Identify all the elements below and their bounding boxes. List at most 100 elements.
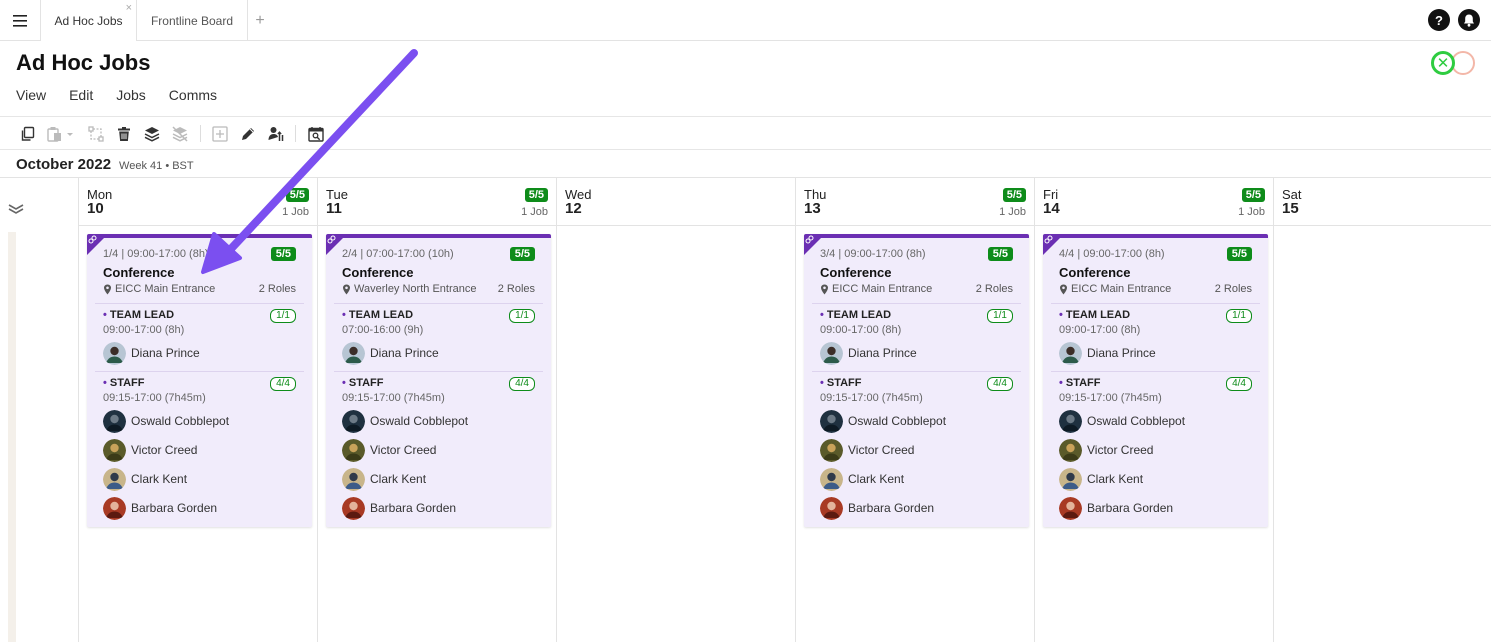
- person-row[interactable]: Victor Creed: [1059, 438, 1153, 462]
- link-button[interactable]: [87, 125, 105, 143]
- job-card[interactable]: 2/4 | 07:00-17:00 (10h) 5/5 Conference W…: [326, 234, 551, 527]
- role-count: 2 Roles: [258, 283, 296, 295]
- tab-frontline-board[interactable]: Frontline Board: [137, 0, 248, 41]
- person-row[interactable]: Clark Kent: [103, 467, 187, 491]
- add-icon: [212, 126, 228, 142]
- person-row[interactable]: Victor Creed: [342, 438, 436, 462]
- menu-button[interactable]: [0, 0, 41, 41]
- person-name: Barbara Gorden: [131, 501, 218, 515]
- role-title: • STAFF: [103, 377, 145, 389]
- person-row[interactable]: Barbara Gorden: [103, 496, 217, 520]
- day-column-sat[interactable]: Sat 15: [1274, 178, 1491, 642]
- map-pin-icon: [821, 284, 828, 294]
- job-count: 1 Job: [521, 206, 548, 218]
- day-column-thu[interactable]: Thu 13 5/5 1 Job 3/4 | 09:00-17:00 (8h) …: [796, 178, 1035, 642]
- calendar-search-button[interactable]: [307, 125, 325, 143]
- role-count: 2 Roles: [497, 283, 535, 295]
- person-name: Oswald Cobblepot: [370, 414, 469, 428]
- job-card[interactable]: 4/4 | 09:00-17:00 (8h) 5/5 Conference EI…: [1043, 234, 1268, 527]
- menu-jobs[interactable]: Jobs: [116, 87, 146, 103]
- add-tab-button[interactable]: +: [255, 11, 265, 29]
- person-row[interactable]: Oswald Cobblepot: [820, 409, 946, 433]
- role-title: • STAFF: [1059, 377, 1101, 389]
- menu-edit[interactable]: Edit: [69, 87, 94, 103]
- time-strip: [8, 232, 16, 642]
- card-divider: [812, 303, 1021, 304]
- day-column-tue[interactable]: Tue 11 5/5 1 Job 2/4 | 07:00-17:00 (10h)…: [318, 178, 557, 642]
- day-number: 11: [326, 200, 342, 217]
- job-fill-badge: 5/5: [270, 247, 296, 261]
- location-text: Waverley North Entrance: [354, 283, 477, 295]
- role-time: 09:00-17:00 (8h): [1059, 324, 1141, 336]
- person-row[interactable]: Diana Prince: [103, 341, 200, 365]
- person-row[interactable]: Diana Prince: [820, 341, 917, 365]
- location-text: EICC Main Entrance: [115, 283, 216, 295]
- job-card[interactable]: 3/4 | 09:00-17:00 (8h) 5/5 Conference EI…: [804, 234, 1029, 527]
- edit-icon: [242, 128, 254, 140]
- role-title: • STAFF: [820, 377, 862, 389]
- month-label[interactable]: October 2022: [16, 156, 112, 173]
- edit-button[interactable]: [239, 125, 257, 143]
- person-name: Diana Prince: [370, 346, 439, 360]
- paste-button[interactable]: [46, 125, 76, 143]
- day-column-mon[interactable]: Mon 10 5/5 1 Job 1/4 | 09:00-17:00 (8h) …: [79, 178, 318, 642]
- day-column-fri[interactable]: Fri 14 5/5 1 Job 4/4 | 09:00-17:00 (8h) …: [1035, 178, 1274, 642]
- job-fill-badge: 5/5: [987, 247, 1013, 261]
- day-of-week: Wed: [565, 187, 592, 202]
- copy-button[interactable]: [19, 125, 37, 143]
- collapse-chevrons-icon[interactable]: [8, 202, 24, 216]
- person-row[interactable]: Clark Kent: [820, 467, 904, 491]
- person-row[interactable]: Victor Creed: [820, 438, 914, 462]
- calendar-gutter: [0, 178, 79, 642]
- day-number: 12: [565, 200, 582, 217]
- notifications-button[interactable]: [1458, 9, 1480, 31]
- person-row[interactable]: Victor Creed: [103, 438, 197, 462]
- date-bar: October 2022 Week 41 • BST: [16, 156, 194, 173]
- job-card[interactable]: 1/4 | 09:00-17:00 (8h) 5/5 Conference EI…: [87, 234, 312, 527]
- person-row[interactable]: Clark Kent: [342, 467, 426, 491]
- toolbar-divider: [200, 125, 201, 142]
- card-corner: [87, 238, 104, 255]
- person-name: Victor Creed: [848, 443, 915, 457]
- avatar: [820, 341, 843, 365]
- menu-comms[interactable]: Comms: [168, 87, 218, 103]
- layers-button[interactable]: [143, 125, 161, 143]
- role-time: 09:15-17:00 (7h45m): [342, 392, 445, 404]
- person-row[interactable]: Oswald Cobblepot: [103, 409, 229, 433]
- status-indicator[interactable]: ✕: [1431, 51, 1477, 75]
- help-button[interactable]: ?: [1428, 9, 1450, 31]
- hide-layers-button[interactable]: [171, 125, 189, 143]
- person-row[interactable]: Barbara Gorden: [1059, 496, 1173, 520]
- tab-close-icon[interactable]: ×: [125, 2, 132, 14]
- person-row[interactable]: Diana Prince: [342, 341, 439, 365]
- job-count: 1 Job: [282, 206, 309, 218]
- connected-ring-icon: ✕: [1431, 51, 1455, 75]
- link-icon: [1044, 235, 1053, 244]
- link-icon: [327, 235, 336, 244]
- person-row[interactable]: Barbara Gorden: [342, 496, 456, 520]
- person-name: Barbara Gorden: [370, 501, 457, 515]
- day-column-wed[interactable]: Wed 12: [557, 178, 796, 642]
- person-row[interactable]: Barbara Gorden: [820, 496, 934, 520]
- add-button[interactable]: [211, 125, 229, 143]
- link-icon: [88, 126, 104, 142]
- person-row[interactable]: Diana Prince: [1059, 341, 1156, 365]
- person-row[interactable]: Oswald Cobblepot: [342, 409, 468, 433]
- delete-button[interactable]: [115, 125, 133, 143]
- job-title: Conference: [820, 265, 892, 280]
- day-header: Thu 13 5/5 1 Job: [796, 178, 1034, 226]
- person-row[interactable]: Clark Kent: [1059, 467, 1143, 491]
- person-row[interactable]: Oswald Cobblepot: [1059, 409, 1185, 433]
- menu-view[interactable]: View: [16, 87, 47, 103]
- menu-bar: View Edit Jobs Comms: [16, 87, 240, 103]
- assign-button[interactable]: [267, 125, 285, 143]
- tab-ad-hoc-jobs[interactable]: Ad Hoc Jobs ×: [41, 0, 137, 41]
- role-fill-badge: 4/4: [987, 377, 1013, 391]
- person-name: Victor Creed: [131, 443, 198, 457]
- day-number: 14: [1043, 200, 1060, 217]
- card-divider: [334, 303, 543, 304]
- day-of-week: Fri: [1043, 187, 1059, 202]
- avatar: [820, 438, 843, 462]
- fill-badge: 5/5: [524, 188, 548, 202]
- avatar: [1059, 409, 1082, 433]
